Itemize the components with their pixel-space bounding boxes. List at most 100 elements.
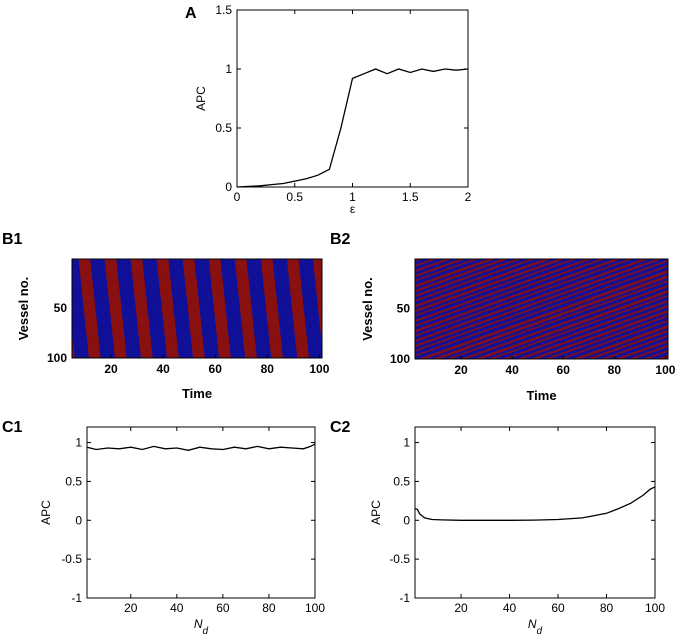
x-tick-label: 60 [557, 363, 571, 377]
y-tick-label: 0.5 [393, 474, 410, 488]
heatmap-wave [544, 314, 668, 359]
series-line [414, 486, 656, 521]
heatmap-wave [415, 259, 536, 302]
x-tick-label: 60 [216, 601, 230, 615]
heatmap-wave [671, 259, 680, 359]
plot-frame [414, 426, 656, 599]
y-tick-label: 100 [390, 352, 410, 366]
heatmap-wave [415, 259, 622, 333]
y-tick-label: 0 [225, 180, 232, 194]
x-tick-label: 100 [305, 601, 325, 615]
heatmap-body [415, 259, 680, 359]
x-tick-label: 40 [503, 601, 517, 615]
heatmap-wave [530, 309, 668, 359]
heatmap-wave [415, 259, 423, 262]
y-tick-label: 50 [397, 301, 411, 315]
x-tick-label: 40 [156, 362, 170, 376]
heatmap-wave [501, 299, 668, 359]
panel-label-b2: B2 [330, 231, 351, 248]
x-tick-label: 2 [465, 190, 472, 204]
chart-b2: 20 40 60 80 100 50 100 Vessel no. Time [360, 258, 680, 403]
heatmap-band [130, 259, 153, 358]
heatmap-wave [445, 279, 668, 359]
y-tick-label: 0.5 [65, 474, 82, 488]
y-tick-label: 0.5 [215, 121, 232, 135]
heatmap-body [72, 259, 361, 358]
x-tick-label: 40 [505, 363, 519, 377]
x-tick-label: 100 [309, 362, 329, 376]
heatmap-band [78, 259, 101, 358]
series-line [86, 443, 316, 451]
heatmap-wave [415, 259, 578, 317]
y-axis-label: Vessel no. [16, 277, 31, 341]
y-tick-label: -0.5 [61, 552, 82, 566]
y-tick-label: 100 [47, 351, 67, 365]
y-tick-label: 0 [403, 513, 410, 527]
x-tick-label: 0 [234, 190, 241, 204]
x-axis-label: Time [182, 386, 212, 401]
heatmap-wave [572, 324, 668, 359]
x-tick-label: 20 [454, 363, 468, 377]
x-tick-label: 1.5 [402, 190, 419, 204]
heatmap-band [156, 259, 179, 358]
heatmap-band [182, 259, 205, 358]
plot-frame [86, 426, 316, 599]
y-tick-label: 0 [75, 513, 82, 527]
heatmap-band [286, 259, 309, 358]
x-axis-label: Nd [528, 617, 543, 635]
y-tick-label: 1 [403, 436, 410, 450]
heatmap-band [339, 259, 361, 358]
x-tick-label: 1 [349, 190, 356, 204]
chart-a: 0 0.5 1 1.5 2 0 0.5 1 1.5 APC ε [194, 3, 472, 216]
heatmap-wave [415, 259, 438, 267]
plot-frame [71, 258, 323, 359]
heatmap-wave [628, 344, 668, 359]
heatmap-band [208, 259, 231, 358]
x-tick-label: 40 [170, 601, 184, 615]
y-axis-label: Vessel no. [360, 277, 375, 341]
x-tick-label: 80 [600, 601, 614, 615]
x-tick-label: 80 [262, 601, 276, 615]
x-tick-label: 100 [645, 601, 665, 615]
x-axis-label: Nd [194, 617, 209, 635]
panel-label-c1: C1 [2, 419, 23, 436]
x-axis-label: ε [350, 202, 356, 216]
heatmap-wave [600, 334, 668, 359]
y-tick-label: 1 [75, 436, 82, 450]
heatmap-band [260, 259, 283, 358]
x-tick-label: 80 [261, 362, 275, 376]
heatmap-band [72, 333, 75, 358]
heatmap-wave [415, 259, 509, 293]
heatmap-wave [415, 259, 523, 298]
y-tick-label: 1 [225, 62, 232, 76]
x-tick-label: 100 [655, 363, 675, 377]
y-tick-label: -1 [399, 591, 410, 605]
y-axis-label: APC [39, 500, 53, 525]
heatmap-wave [415, 264, 668, 357]
x-tick-label: 20 [124, 601, 138, 615]
heatmap-wave [415, 259, 467, 278]
x-tick-label: 0.5 [286, 190, 303, 204]
chart-b1: 20 40 60 80 100 50 100 Vessel no. Time [16, 258, 361, 401]
heatmap-wave [415, 259, 634, 337]
panel-label-c2: C2 [330, 419, 351, 436]
heatmap-wave [415, 259, 668, 352]
heatmap-band [312, 259, 322, 346]
heatmap-wave [415, 259, 552, 308]
x-axis-label: Time [526, 388, 556, 403]
heatmap-wave [415, 259, 566, 313]
x-axis-label-subscript: d [537, 626, 543, 635]
y-axis-label: APC [194, 86, 208, 111]
heatmap-band [104, 259, 127, 358]
x-tick-label: 80 [608, 363, 622, 377]
heatmap-wave [417, 269, 668, 359]
x-tick-label: 20 [454, 601, 468, 615]
heatmap-wave [415, 259, 593, 323]
panel-label-b1: B1 [2, 231, 23, 248]
panel-label-a: A [185, 5, 197, 22]
y-tick-label: -1 [71, 591, 82, 605]
chart-c1: 20 40 60 80 100 -1 -0.5 0 0.5 1 APC Nd [39, 426, 325, 635]
x-tick-label: 60 [551, 601, 565, 615]
plot-frame [236, 9, 469, 188]
